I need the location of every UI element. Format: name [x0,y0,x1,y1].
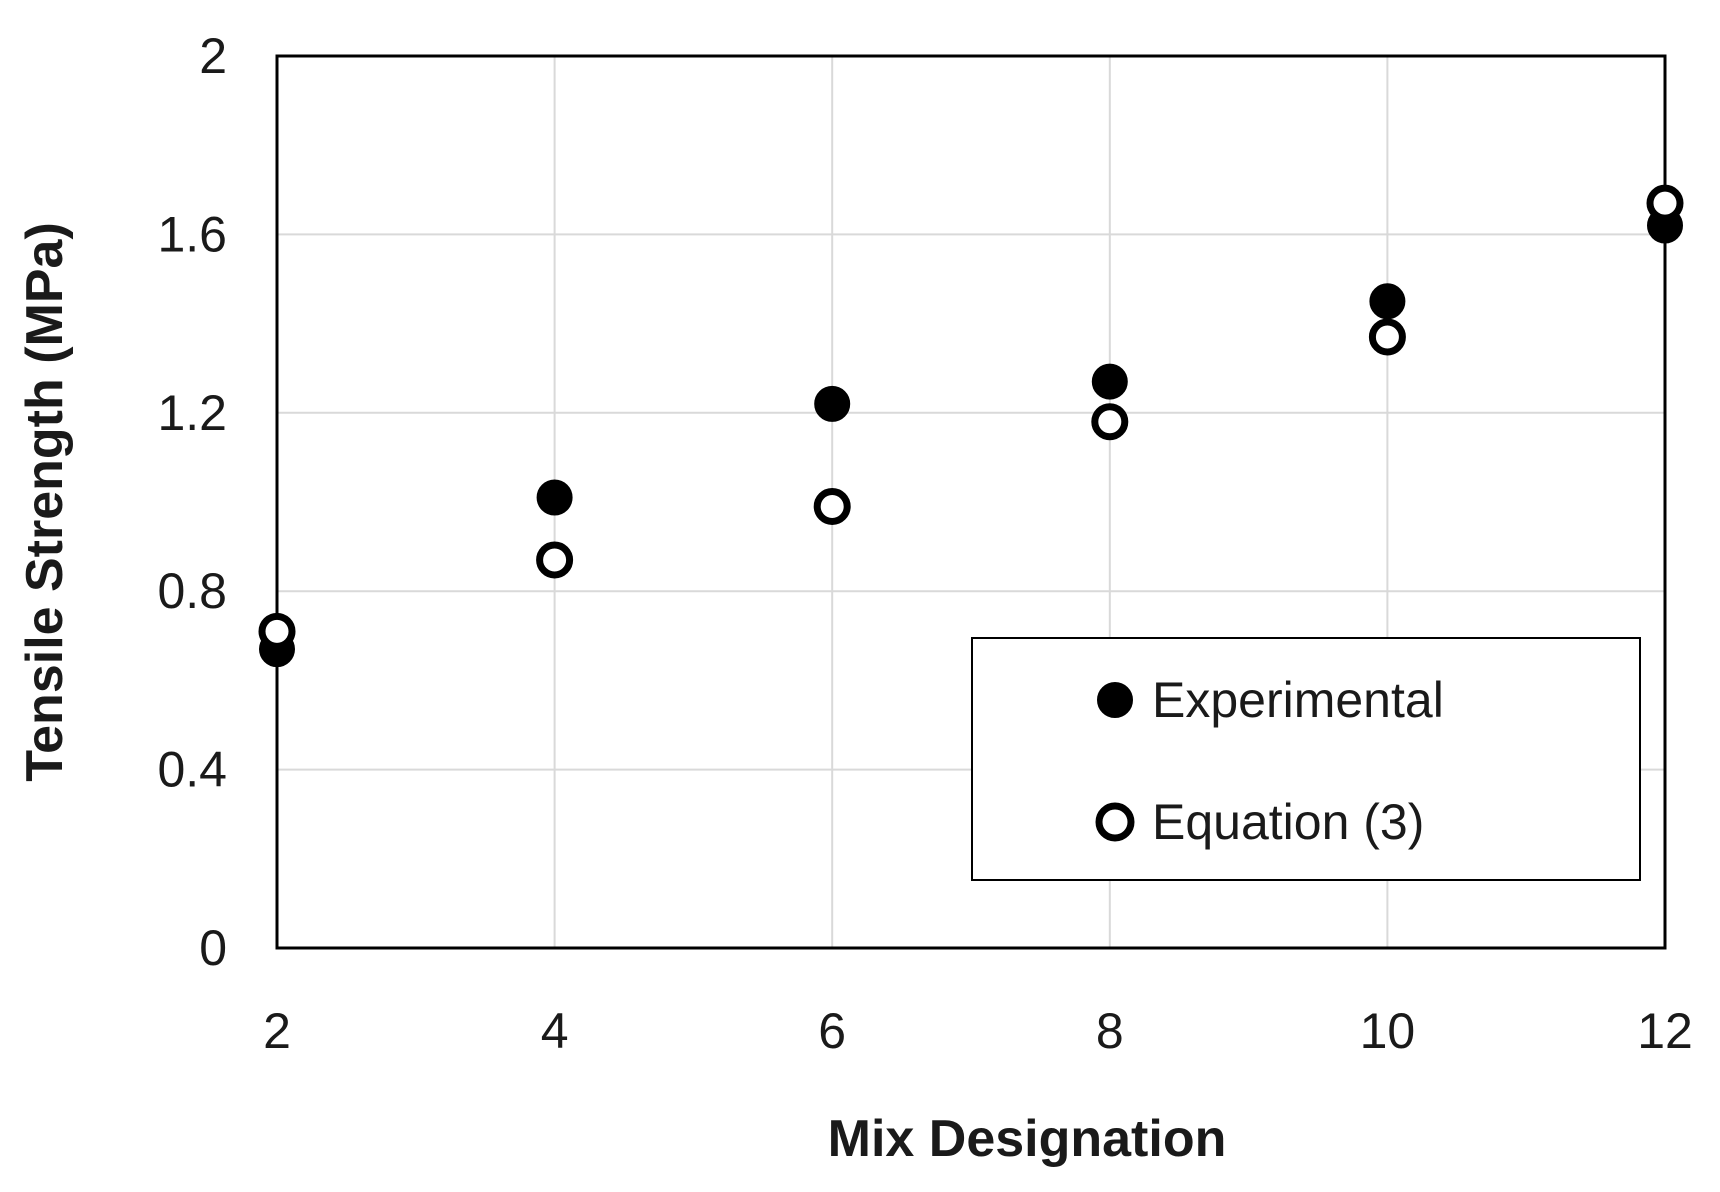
y-tick-label: 0.4 [157,742,227,798]
y-tick-label: 0 [199,920,227,976]
legend-marker-equation-3 [1095,802,1135,842]
y-tick-label: 0.8 [157,563,227,619]
x-tick-label: 10 [1360,1003,1416,1059]
x-tick-label: 6 [818,1003,846,1059]
experimental-point [1369,283,1406,320]
y-tick-label: 2 [199,28,227,84]
plot-area-frame [275,54,1667,950]
x-tick-label: 2 [263,1003,291,1059]
equation-3-point [258,612,296,650]
y-tick-label: 1.2 [157,385,227,441]
x-axis-tick-labels: 2 4 6 8 10 12 [263,1003,1693,1059]
x-axis-title: Mix Designation [828,1110,1227,1168]
equation-3-point [1368,318,1406,356]
legend-label-equation-3: Equation (3) [1152,794,1424,850]
legend-box [971,637,1641,881]
x-tick-label: 12 [1637,1003,1693,1059]
legend-marker-experimental [1097,682,1133,718]
equation-3-point [536,541,574,579]
experimental-point [1091,363,1128,400]
equation-3-point [813,487,851,525]
data-points [258,184,1684,668]
y-axis-tick-labels: 0 0.4 0.8 1.2 1.6 2 [157,28,227,976]
x-tick-label: 8 [1096,1003,1124,1059]
x-tick-label: 4 [541,1003,569,1059]
legend-label-experimental: Experimental [1152,672,1444,728]
experimental-point [536,479,573,516]
y-axis-title: Tensile Strength (MPa) [16,222,74,782]
experimental-point [814,385,851,422]
equation-3-point [1091,403,1129,441]
y-tick-label: 1.6 [157,206,227,262]
legend: Experimental Equation (3) [971,637,1641,881]
equation-3-point [1646,184,1684,222]
